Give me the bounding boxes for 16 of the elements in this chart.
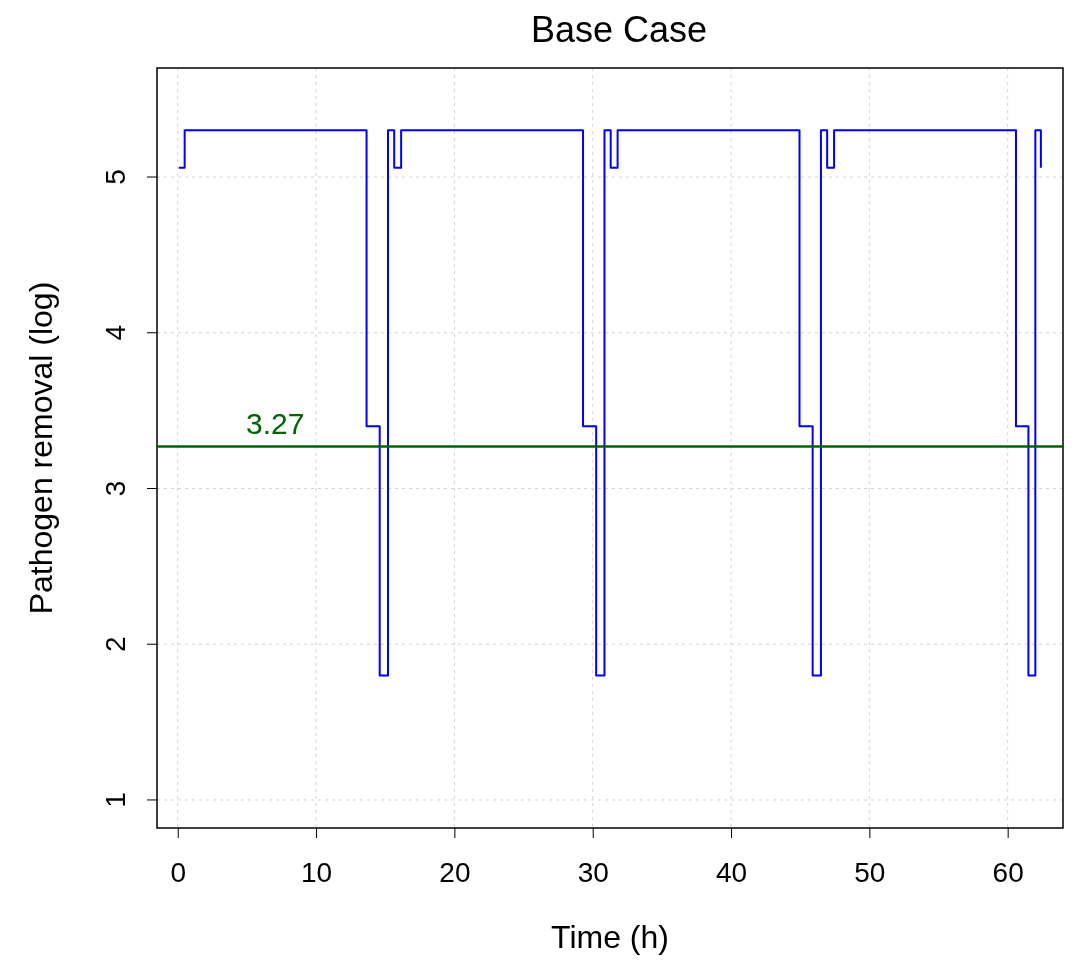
x-tick-label: 10 [300, 856, 333, 888]
y-tick-label: 3 [99, 480, 131, 497]
ref-line-label: 3.27 [246, 407, 305, 441]
x-axis-title: Time (h) [551, 919, 669, 955]
x-tick-label: 50 [854, 856, 886, 888]
y-tick-label: 2 [99, 636, 131, 653]
x-tick-label: 40 [715, 856, 748, 888]
y-axis-title: Pathogen removal (log) [23, 281, 59, 615]
y-tick-label: 5 [99, 169, 131, 185]
x-tick-label: 20 [439, 856, 471, 888]
y-tick-label: 1 [99, 792, 131, 808]
x-tick-label: 0 [170, 856, 187, 888]
x-tick-label: 60 [992, 856, 1024, 888]
y-tick-label: 4 [99, 324, 131, 341]
chart-title: Base Case [530, 9, 708, 50]
x-tick-label: 30 [577, 856, 609, 888]
